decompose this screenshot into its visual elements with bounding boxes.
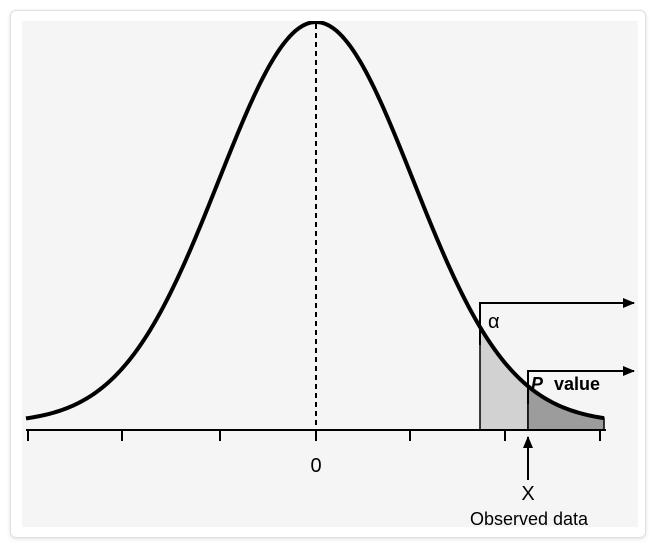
p-value-word: value: [554, 374, 600, 394]
observed-data-label: Observed data: [470, 509, 589, 527]
center-tick-label: 0: [310, 455, 321, 477]
alpha-label: α: [488, 311, 500, 333]
p-value-label: P value: [531, 374, 600, 394]
normal-distribution-diagram: 0 α P value X Observed data: [25, 20, 635, 529]
p-value-arrow: [527, 366, 635, 404]
figure-panel: 0 α P value X Observed data: [22, 20, 638, 529]
observed-x-label: X: [521, 483, 534, 505]
axis-ticks: [27, 430, 601, 441]
p-value-italic: P: [531, 374, 544, 394]
bell-curve: [25, 20, 605, 421]
alpha-arrow: [479, 298, 635, 345]
